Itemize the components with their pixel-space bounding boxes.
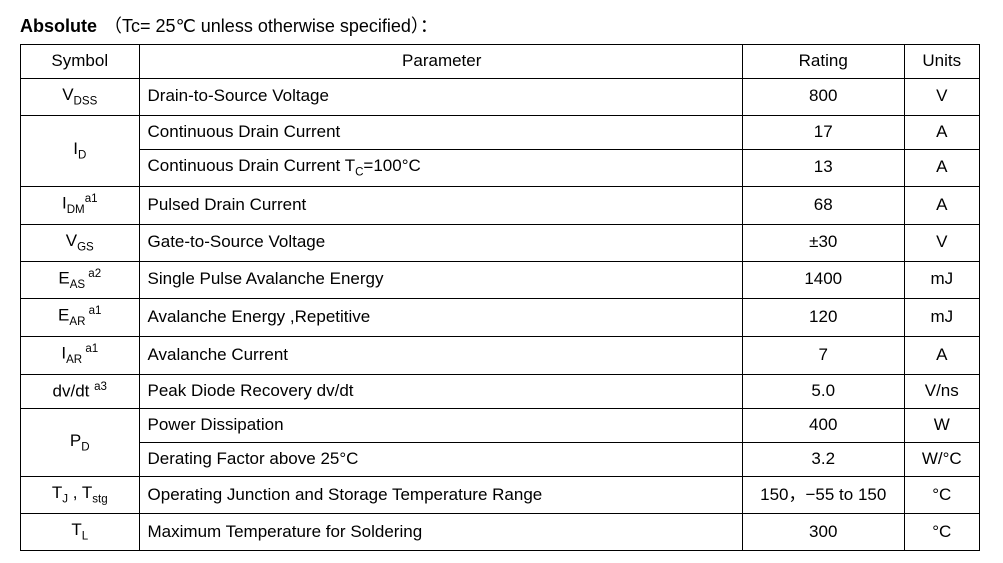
absolute-ratings-table: Symbol Parameter Rating Units VDSS Drain… [20, 44, 980, 551]
symbol-cell: IAR a1 [21, 336, 140, 374]
table-row: VGS Gate-to-Source Voltage ±30 V [21, 224, 980, 261]
table-row: IAR a1 Avalanche Current 7 A [21, 336, 980, 374]
units-cell: W [904, 409, 979, 443]
rating-cell: 3.2 [742, 443, 904, 477]
symbol-cell: EAS a2 [21, 261, 140, 299]
rating-cell: 300 [742, 513, 904, 550]
units-cell: mJ [904, 261, 979, 299]
units-cell: W/°C [904, 443, 979, 477]
units-cell: mJ [904, 299, 979, 337]
param-cell: Single Pulse Avalanche Energy [139, 261, 742, 299]
table-row: TJ , Tstg Operating Junction and Storage… [21, 476, 980, 513]
symbol-cell: EAR a1 [21, 299, 140, 337]
col-symbol-header: Symbol [21, 45, 140, 79]
param-cell: Continuous Drain Current [139, 115, 742, 149]
rating-cell: 68 [742, 186, 904, 224]
param-cell: Operating Junction and Storage Temperatu… [139, 476, 742, 513]
param-cell: Maximum Temperature for Soldering [139, 513, 742, 550]
table-row: IDMa1 Pulsed Drain Current 68 A [21, 186, 980, 224]
rating-cell: 5.0 [742, 374, 904, 409]
rating-cell: 120 [742, 299, 904, 337]
table-row: dv/dt a3 Peak Diode Recovery dv/dt 5.0 V… [21, 374, 980, 409]
param-cell: Pulsed Drain Current [139, 186, 742, 224]
param-cell: Gate-to-Source Voltage [139, 224, 742, 261]
rating-cell: 13 [742, 149, 904, 186]
table-row: EAS a2 Single Pulse Avalanche Energy 140… [21, 261, 980, 299]
units-cell: V/ns [904, 374, 979, 409]
symbol-cell: TJ , Tstg [21, 476, 140, 513]
rating-cell: 400 [742, 409, 904, 443]
heading-title: Absolute [20, 16, 97, 36]
table-row: VDSS Drain-to-Source Voltage 800 V [21, 78, 980, 115]
symbol-cell: dv/dt a3 [21, 374, 140, 409]
units-cell: °C [904, 513, 979, 550]
table-row: TL Maximum Temperature for Soldering 300… [21, 513, 980, 550]
units-cell: V [904, 78, 979, 115]
table-row: Continuous Drain Current TC=100°C 13 A [21, 149, 980, 186]
symbol-cell: VGS [21, 224, 140, 261]
col-units-header: Units [904, 45, 979, 79]
table-row: EAR a1 Avalanche Energy ,Repetitive 120 … [21, 299, 980, 337]
rating-cell: 150，−55 to 150 [742, 476, 904, 513]
col-rating-header: Rating [742, 45, 904, 79]
table-row: PD Power Dissipation 400 W [21, 409, 980, 443]
param-cell: Power Dissipation [139, 409, 742, 443]
table-row: ID Continuous Drain Current 17 A [21, 115, 980, 149]
col-parameter-header: Parameter [139, 45, 742, 79]
symbol-cell: PD [21, 409, 140, 477]
units-cell: A [904, 115, 979, 149]
units-cell: A [904, 336, 979, 374]
units-cell: A [904, 186, 979, 224]
rating-cell: 17 [742, 115, 904, 149]
param-cell: Drain-to-Source Voltage [139, 78, 742, 115]
rating-cell: 800 [742, 78, 904, 115]
param-cell: Avalanche Current [139, 336, 742, 374]
param-cell: Continuous Drain Current TC=100°C [139, 149, 742, 186]
table-header-row: Symbol Parameter Rating Units [21, 45, 980, 79]
param-cell: Derating Factor above 25°C [139, 443, 742, 477]
param-cell: Avalanche Energy ,Repetitive [139, 299, 742, 337]
rating-cell: 1400 [742, 261, 904, 299]
rating-cell: 7 [742, 336, 904, 374]
section-heading: Absolute （Tc= 25℃ unless otherwise speci… [20, 12, 983, 38]
rating-cell: ±30 [742, 224, 904, 261]
heading-condition: （Tc= 25℃ unless otherwise specified）： [104, 16, 438, 36]
symbol-cell: TL [21, 513, 140, 550]
symbol-cell: IDMa1 [21, 186, 140, 224]
table-row: Derating Factor above 25°C 3.2 W/°C [21, 443, 980, 477]
units-cell: °C [904, 476, 979, 513]
units-cell: V [904, 224, 979, 261]
symbol-cell: ID [21, 115, 140, 186]
symbol-cell: VDSS [21, 78, 140, 115]
units-cell: A [904, 149, 979, 186]
param-cell: Peak Diode Recovery dv/dt [139, 374, 742, 409]
